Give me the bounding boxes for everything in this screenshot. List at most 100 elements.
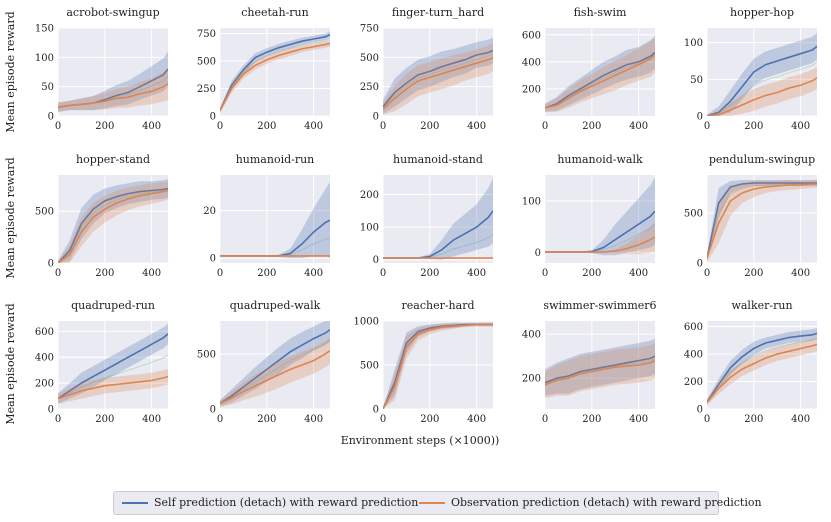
y-tick-label: 500 bbox=[360, 53, 379, 64]
y-tick-label: 600 bbox=[35, 327, 54, 338]
y-axis-label-row-3: Mean episode reward bbox=[4, 303, 17, 424]
background-run-line bbox=[707, 61, 817, 116]
plot-series bbox=[545, 36, 655, 112]
subplot-title: hopper-hop bbox=[730, 6, 794, 19]
series-band-obs bbox=[545, 222, 655, 255]
y-tick-label: 0 bbox=[373, 255, 379, 266]
y-tick-label: 1000 bbox=[354, 317, 379, 328]
subplot-quadruped-walk: 0 200 400 0 500 quadruped-walk bbox=[197, 299, 330, 425]
x-tick-label: 200 bbox=[420, 268, 439, 279]
x-tick-label: 400 bbox=[467, 121, 486, 132]
subplot-humanoid-run: 0 200 400 0 20 humanoid-run bbox=[203, 153, 330, 279]
x-tick-label: 0 bbox=[542, 121, 548, 132]
y-tick-label: 0 bbox=[697, 112, 703, 123]
subplot-title: hopper-stand bbox=[76, 153, 150, 166]
plot-area bbox=[58, 28, 168, 116]
x-tick-label: 200 bbox=[95, 414, 114, 425]
x-tick-label: 0 bbox=[542, 414, 548, 425]
y-tick-label: 250 bbox=[197, 84, 216, 95]
y-tick-label: 600 bbox=[522, 30, 541, 41]
subplot-title: acrobot-swingup bbox=[66, 6, 159, 19]
background-run-line bbox=[383, 53, 493, 109]
series-band-self bbox=[383, 322, 493, 409]
legend-item-obs: Observation prediction (detach) with rew… bbox=[419, 496, 762, 509]
series-band-obs bbox=[707, 66, 817, 116]
subplot-fish-swim: 0 200 400 200 400 600 fish-swim bbox=[522, 6, 655, 132]
series-line-self bbox=[707, 332, 817, 403]
background-run-line bbox=[545, 357, 655, 385]
subplot-title: quadruped-run bbox=[71, 299, 155, 312]
y-tick-label: 50 bbox=[690, 75, 703, 86]
series-line-obs bbox=[545, 54, 655, 109]
x-tick-label: 400 bbox=[142, 414, 161, 425]
x-tick-label: 0 bbox=[380, 414, 386, 425]
series-line-obs bbox=[220, 350, 330, 405]
subplot-humanoid-walk: 0 200 400 0 100 humanoid-walk bbox=[522, 153, 655, 279]
x-tick-label: 0 bbox=[380, 268, 386, 279]
plot-series bbox=[220, 321, 330, 407]
series-line-obs bbox=[58, 83, 168, 108]
series-band-obs bbox=[707, 337, 817, 405]
subplot-pendulum-swingup: 0 200 400 0 500 pendulum-swingup bbox=[684, 153, 817, 279]
y-tick-label: 500 bbox=[197, 350, 216, 361]
legend-swatch-self bbox=[122, 502, 148, 504]
plot-series bbox=[220, 31, 330, 113]
plot-series bbox=[707, 180, 817, 262]
series-band-obs bbox=[545, 37, 655, 112]
series-line-obs bbox=[58, 375, 168, 400]
plot-area bbox=[707, 175, 817, 263]
series-line-obs bbox=[383, 323, 493, 409]
subplot-walker-run: 0 200 400 0 200 400 600 walker-run bbox=[684, 299, 817, 425]
subplot-title: pendulum-swingup bbox=[709, 153, 815, 166]
x-axis-label: Environment steps (×1000)) bbox=[341, 434, 500, 447]
y-tick-label: 400 bbox=[522, 330, 541, 341]
y-tick-label: 0 bbox=[373, 405, 379, 416]
series-band-obs bbox=[58, 181, 168, 263]
x-tick-label: 400 bbox=[467, 268, 486, 279]
y-tick-label: 100 bbox=[522, 196, 541, 207]
y-tick-label: 500 bbox=[197, 57, 216, 68]
series-band-self bbox=[58, 179, 168, 263]
series-line-self bbox=[220, 33, 330, 111]
plot-series bbox=[220, 182, 330, 259]
y-tick-label: 400 bbox=[522, 57, 541, 68]
subplot-acrobot-swingup: 0 200 400 0 50 100 150 acrobot-swingup bbox=[35, 6, 168, 132]
series-line-self bbox=[545, 51, 655, 109]
y-tick-label: 0 bbox=[210, 112, 216, 123]
y-tick-label: 0 bbox=[535, 248, 541, 259]
x-tick-label: 200 bbox=[257, 121, 276, 132]
y-tick-label: 100 bbox=[360, 223, 379, 234]
y-tick-label: 200 bbox=[360, 190, 379, 201]
series-line-obs bbox=[545, 236, 655, 253]
y-tick-label: 0 bbox=[697, 405, 703, 416]
y-tick-label: 750 bbox=[197, 29, 216, 40]
x-tick-label: 0 bbox=[217, 268, 223, 279]
y-tick-label: 200 bbox=[684, 377, 703, 388]
x-tick-label: 200 bbox=[744, 268, 763, 279]
x-tick-label: 0 bbox=[217, 121, 223, 132]
y-tick-label: 600 bbox=[684, 322, 703, 333]
subplot-title: cheetah-run bbox=[241, 6, 308, 19]
y-tick-label: 400 bbox=[684, 350, 703, 361]
x-tick-label: 200 bbox=[582, 121, 601, 132]
x-tick-label: 0 bbox=[704, 268, 710, 279]
y-tick-label: 500 bbox=[35, 207, 54, 218]
subplot-title: fish-swim bbox=[574, 6, 627, 19]
y-tick-label: 500 bbox=[684, 209, 703, 220]
series-band-obs bbox=[58, 368, 168, 404]
background-run-line bbox=[58, 354, 168, 400]
series-line-obs bbox=[220, 42, 330, 111]
subplot-title: swimmer-swimmer6 bbox=[543, 299, 656, 312]
x-tick-label: 400 bbox=[304, 414, 323, 425]
x-tick-label: 400 bbox=[142, 121, 161, 132]
series-band-self bbox=[383, 178, 493, 260]
y-tick-label: 0 bbox=[373, 112, 379, 123]
plot-series bbox=[545, 338, 655, 398]
y-tick-label: 250 bbox=[360, 82, 379, 93]
subplot-title: humanoid-walk bbox=[557, 153, 643, 166]
x-tick-label: 400 bbox=[629, 121, 648, 132]
legend: Self prediction (detach) with reward pre… bbox=[113, 491, 762, 515]
y-tick-label: 0 bbox=[210, 405, 216, 416]
series-band-self bbox=[58, 323, 168, 404]
y-tick-label: 100 bbox=[684, 38, 703, 49]
